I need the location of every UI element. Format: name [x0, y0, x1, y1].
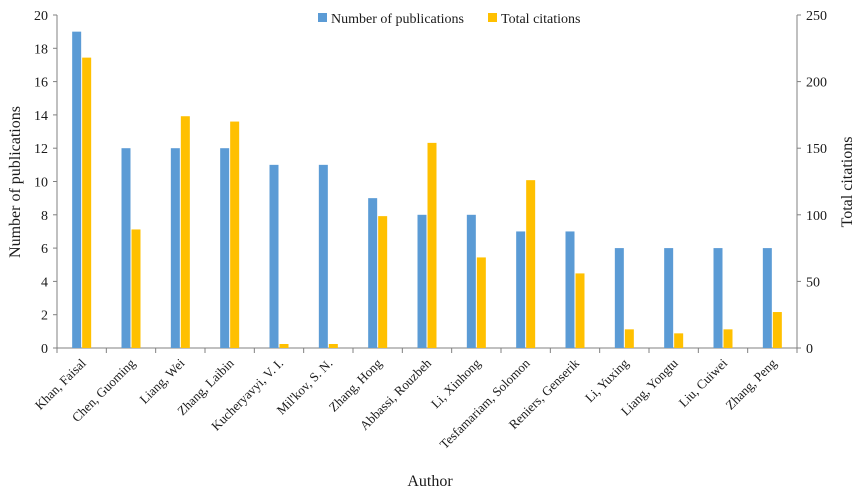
- y-tick-label: 8: [41, 209, 48, 224]
- legend: Number of publications Total citations: [318, 12, 581, 27]
- bar-citations: [132, 229, 141, 348]
- bar-citations: [625, 329, 634, 348]
- y-tick-label: 12: [34, 142, 48, 157]
- y2-tick-label: 50: [806, 275, 820, 290]
- bar-citations: [674, 333, 683, 348]
- bar-citations: [378, 216, 387, 348]
- bar-citations: [82, 58, 91, 348]
- y-tick-label: 10: [34, 176, 48, 191]
- bar-publications: [270, 165, 279, 348]
- y-axis-title: Number of publications: [7, 106, 24, 258]
- y2-tick-label: 250: [806, 9, 827, 24]
- bar-citations: [329, 344, 338, 348]
- y-tick-label: 20: [34, 9, 48, 24]
- y2-tick-label: 100: [806, 209, 827, 224]
- bar-publications: [72, 32, 81, 348]
- bar-publications: [763, 248, 772, 348]
- y-tick-label: 2: [41, 309, 48, 324]
- legend-label-publications: Number of publications: [331, 12, 464, 27]
- bar-citations: [477, 257, 486, 348]
- y-tick-label: 0: [41, 342, 48, 357]
- y2-tick-label: 150: [806, 142, 827, 157]
- x-category-label: Li, Yuxing: [582, 355, 632, 405]
- bar-publications: [566, 231, 575, 348]
- bar-citations: [230, 122, 239, 348]
- x-category-label: Liang, Wei: [136, 355, 187, 406]
- legend-swatch-publications: [318, 13, 327, 22]
- y2-axis-title: Total citations: [839, 137, 854, 228]
- bars-group: [72, 32, 782, 348]
- bar-citations: [181, 116, 190, 348]
- bar-publications: [368, 198, 377, 348]
- bar-publications: [467, 215, 476, 348]
- bar-publications: [615, 248, 624, 348]
- x-category-label: Zhang, Peng: [722, 355, 779, 412]
- bar-publications: [319, 165, 328, 348]
- bar-publications: [418, 215, 427, 348]
- bar-publications: [171, 148, 180, 348]
- legend-label-citations: Total citations: [501, 12, 581, 27]
- y-tick-label: 18: [34, 42, 48, 57]
- bar-citations: [724, 329, 733, 348]
- y2-tick-label: 0: [806, 342, 813, 357]
- legend-swatch-citations: [488, 13, 497, 22]
- bar-citations: [773, 312, 782, 348]
- x-category-label: Tesfamariam, Solomon: [437, 355, 534, 452]
- y-tick-label: 4: [41, 275, 48, 290]
- bar-publications: [122, 148, 131, 348]
- x-axis-title: Author: [407, 473, 453, 490]
- bar-citations: [280, 344, 289, 348]
- bar-publications: [714, 248, 723, 348]
- y2-tick-label: 200: [806, 76, 827, 91]
- bar-publications: [516, 231, 525, 348]
- y-tick-label: 16: [34, 76, 48, 91]
- bar-citations: [526, 180, 535, 348]
- bar-publications: [664, 248, 673, 348]
- bar-citations: [576, 273, 585, 348]
- y-tick-label: 14: [34, 109, 48, 124]
- bar-citations: [428, 143, 437, 348]
- bar-publications: [220, 148, 229, 348]
- y-tick-label: 6: [41, 242, 48, 257]
